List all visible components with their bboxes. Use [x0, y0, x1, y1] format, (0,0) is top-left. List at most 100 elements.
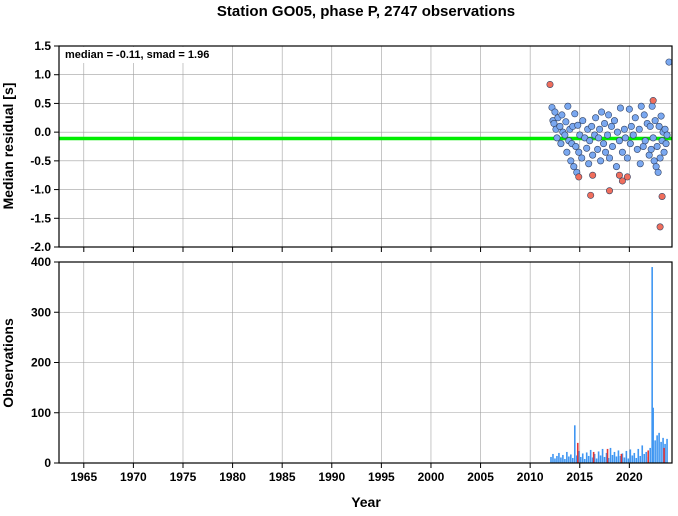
observation-bar [629, 449, 632, 463]
residual-point [645, 151, 653, 159]
year-tick-label: 2015 [566, 470, 593, 484]
observation-bar [597, 451, 600, 463]
observation-bar [643, 453, 646, 463]
residual-point [658, 192, 666, 200]
residual-point [647, 145, 655, 153]
observation-bar [585, 452, 588, 463]
residual-point [625, 105, 633, 113]
residual-point [616, 104, 624, 112]
observation-bar [623, 457, 626, 463]
year-tick-label: 1965 [70, 470, 97, 484]
year-tick-label: 2020 [616, 470, 643, 484]
median-annotation: median = -0.11, smad = 1.96 [65, 49, 209, 61]
residual-point [639, 143, 647, 151]
residual-point [575, 148, 583, 156]
observation-bar [573, 425, 576, 463]
residual-point [652, 163, 660, 171]
residual-point [637, 102, 645, 110]
residual-point [650, 157, 658, 165]
observations-gridlines [59, 261, 672, 464]
observation-bar [593, 453, 596, 463]
residual-point [598, 108, 606, 116]
residual-point [649, 97, 657, 105]
observation-bar [577, 450, 580, 463]
residual-point [663, 131, 671, 139]
observation-bar [560, 457, 562, 463]
observation-bar [603, 456, 606, 463]
residual-point [596, 125, 604, 133]
observation-bar [631, 455, 634, 463]
residual-point [583, 144, 591, 152]
observation-bar [599, 455, 602, 463]
residual-point [657, 112, 665, 120]
year-tick-label: 1980 [219, 470, 246, 484]
residual-point [546, 80, 554, 88]
residual-point [601, 120, 609, 128]
observation-bar [552, 453, 554, 463]
observation-bar [635, 457, 638, 463]
residual-point [641, 137, 649, 145]
observation-bars [550, 267, 668, 463]
residual-point [586, 137, 594, 145]
observation-bar [601, 448, 604, 463]
observation-bar [658, 432, 660, 463]
residual-point [563, 148, 571, 156]
residual-point [551, 108, 559, 116]
observation-bar [564, 458, 566, 463]
residual-point [623, 154, 631, 162]
residual-point [633, 145, 641, 153]
residual-gridlines [59, 45, 672, 248]
observation-bar [651, 267, 653, 463]
residual-point [635, 125, 643, 133]
year-tick-label: 2005 [467, 470, 494, 484]
residual-point [662, 140, 670, 148]
residual-point [615, 137, 623, 145]
residual-point [589, 151, 597, 159]
year-tick-label: 1985 [269, 470, 296, 484]
residual-point [606, 187, 614, 195]
residual-point [557, 140, 565, 148]
residual-points [546, 58, 673, 231]
observations-y-tick-label: 100 [31, 406, 51, 420]
residual-point [654, 168, 662, 176]
residual-point [626, 140, 634, 148]
observation-bar [607, 457, 610, 463]
observation-bar [660, 441, 662, 463]
residual-point [620, 125, 628, 133]
residual-point [567, 157, 575, 165]
year-x-ticks: 1965 1970 1975 1980 1985 1990 1995 2000 2005 2010… [70, 463, 643, 484]
residual-y-tick-label: -2.0 [30, 240, 51, 254]
residual-point [656, 223, 664, 231]
observation-bar [656, 435, 658, 463]
observations-y-tick-label: 400 [31, 255, 51, 269]
residual-point [579, 117, 587, 125]
residual-point [556, 122, 564, 130]
annotation-box [60, 47, 228, 63]
residual-point [610, 117, 618, 125]
residual-point [627, 122, 635, 130]
observation-bar [662, 437, 664, 463]
residual-point [570, 163, 578, 171]
observation-bar [556, 455, 558, 463]
residual-point [562, 118, 570, 126]
observation-bar [554, 458, 556, 463]
residual-point [656, 154, 664, 162]
observation-bar [579, 456, 582, 463]
observation-bar [576, 442, 579, 463]
observations-y-axis-title: Observations [0, 318, 16, 408]
observation-bar [664, 443, 666, 463]
residual-point [649, 134, 657, 142]
residual-point [623, 173, 631, 181]
chart-title: Station GO05, phase P, 2747 observations [217, 3, 515, 20]
residual-point [653, 143, 661, 151]
residual-point [608, 143, 616, 151]
observation-bar [558, 452, 560, 463]
observation-bar [581, 453, 584, 463]
residual-point [615, 171, 623, 179]
residual-y-tick-label: -0.5 [30, 154, 51, 168]
residual-point [587, 191, 595, 199]
observation-bar [645, 451, 648, 463]
residual-point [648, 102, 656, 110]
